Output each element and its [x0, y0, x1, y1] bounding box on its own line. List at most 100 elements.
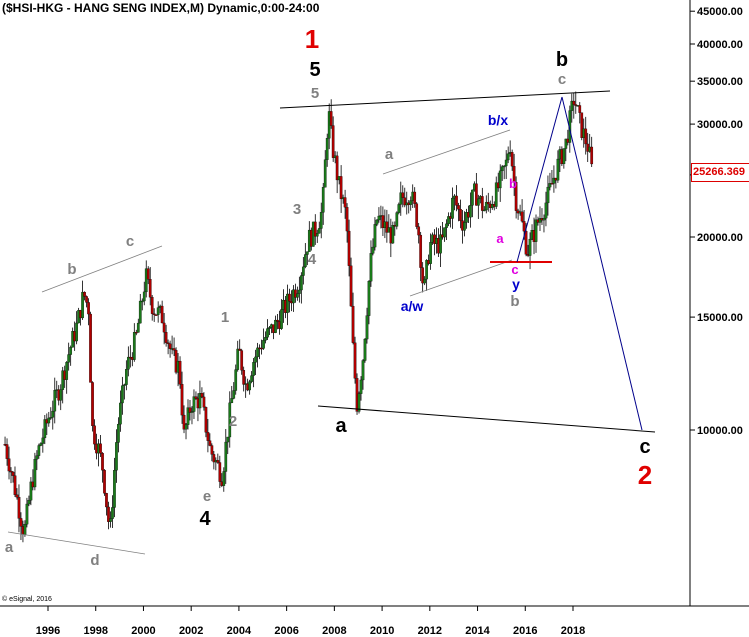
candle-down	[7, 458, 11, 472]
candle-down	[415, 203, 419, 227]
candle-up	[192, 396, 196, 412]
candle-down	[178, 360, 182, 385]
candle-up	[266, 328, 269, 338]
candle-down	[172, 348, 176, 351]
candle-up	[447, 216, 450, 225]
candle-down	[202, 396, 206, 408]
candle-down	[550, 183, 554, 185]
candle-up	[226, 436, 230, 443]
candle-down	[335, 155, 339, 181]
candle-down	[9, 470, 13, 473]
candle-up	[369, 253, 373, 282]
candle-up	[184, 424, 188, 430]
x-tick-label: 2006	[274, 625, 298, 637]
candle-down	[5, 444, 9, 459]
y-tick-label: 15000.00	[697, 312, 743, 324]
candle-up	[41, 437, 45, 444]
wave-label: c	[126, 233, 134, 250]
candle-up	[303, 254, 307, 268]
y-tick-label: 20000.00	[697, 232, 743, 244]
candle-up	[59, 389, 63, 401]
wave-label: d	[90, 552, 99, 569]
candle-up	[43, 419, 47, 439]
candle-up	[423, 278, 426, 284]
candle-down	[105, 493, 108, 508]
x-tick-label: 2016	[513, 625, 537, 637]
candle-up	[121, 385, 124, 404]
candle-up	[494, 182, 498, 207]
candle-down	[459, 209, 462, 221]
candle-down	[475, 183, 478, 206]
candle-down	[331, 125, 335, 158]
candle-up	[138, 300, 142, 324]
candle-down	[238, 348, 242, 351]
candle-down	[584, 128, 588, 145]
candle-up	[65, 362, 69, 380]
candle-down	[455, 195, 458, 206]
candle-up	[471, 189, 474, 206]
wave-label: b	[509, 176, 517, 191]
candle-down	[349, 265, 353, 307]
candle-up	[395, 212, 399, 227]
x-tick-label: 2010	[370, 625, 394, 637]
candle-up	[301, 266, 305, 276]
candle-up	[230, 398, 234, 404]
wave-label: 2	[229, 413, 237, 430]
candle-up	[156, 307, 160, 315]
candle-up	[429, 242, 432, 264]
candle-down	[101, 453, 104, 471]
candle-up	[126, 356, 130, 370]
candle-up	[534, 219, 538, 242]
candle-down	[401, 192, 405, 198]
candle-up	[325, 138, 329, 160]
candle-up	[186, 407, 190, 425]
candle-up	[375, 219, 379, 225]
candle-down	[17, 496, 21, 519]
candle-up	[286, 293, 289, 313]
candle-down	[421, 267, 425, 284]
candle-down	[353, 342, 357, 379]
candle-up	[361, 360, 365, 381]
candle-up	[365, 315, 369, 340]
candle-up	[528, 238, 532, 256]
blue-projection-line	[561, 96, 643, 431]
candle-down	[107, 506, 110, 522]
candle-up	[132, 332, 136, 360]
candle-down	[194, 396, 198, 399]
candle-up	[119, 402, 122, 425]
candle-up	[544, 202, 548, 219]
wave-label: 5	[311, 85, 319, 102]
candle-up	[305, 251, 309, 255]
candle-up	[562, 148, 566, 165]
candle-down	[160, 305, 164, 324]
wave-label: c	[639, 436, 650, 458]
candle-up	[125, 369, 128, 385]
candle-up	[190, 411, 194, 413]
wave-label: 1	[305, 24, 319, 54]
x-tick-label: 1996	[36, 625, 60, 637]
candle-down	[216, 460, 220, 463]
channel-line-1995-1998	[7, 531, 146, 555]
candle-up	[232, 390, 236, 399]
candle-up	[109, 518, 112, 522]
wave-label: 4	[308, 251, 317, 268]
wave-label: c	[558, 71, 566, 88]
candle-up	[250, 375, 253, 382]
candle-down	[240, 350, 244, 371]
candle-down	[87, 302, 90, 315]
candle-down	[200, 393, 204, 398]
x-tick-label: 2004	[227, 625, 252, 637]
y-tick-label: 35000.00	[697, 76, 743, 88]
wave-label: e	[203, 488, 211, 505]
candle-up	[397, 204, 401, 213]
x-tick-label: 2008	[322, 625, 346, 637]
candle-down	[329, 111, 333, 126]
candle-up	[51, 410, 55, 418]
candle-up	[357, 393, 361, 412]
x-tick-label: 2018	[561, 625, 585, 637]
x-tick-label: 1998	[83, 625, 107, 637]
candle-down	[339, 176, 343, 200]
candle-up	[25, 503, 29, 525]
candle-up	[469, 205, 472, 218]
